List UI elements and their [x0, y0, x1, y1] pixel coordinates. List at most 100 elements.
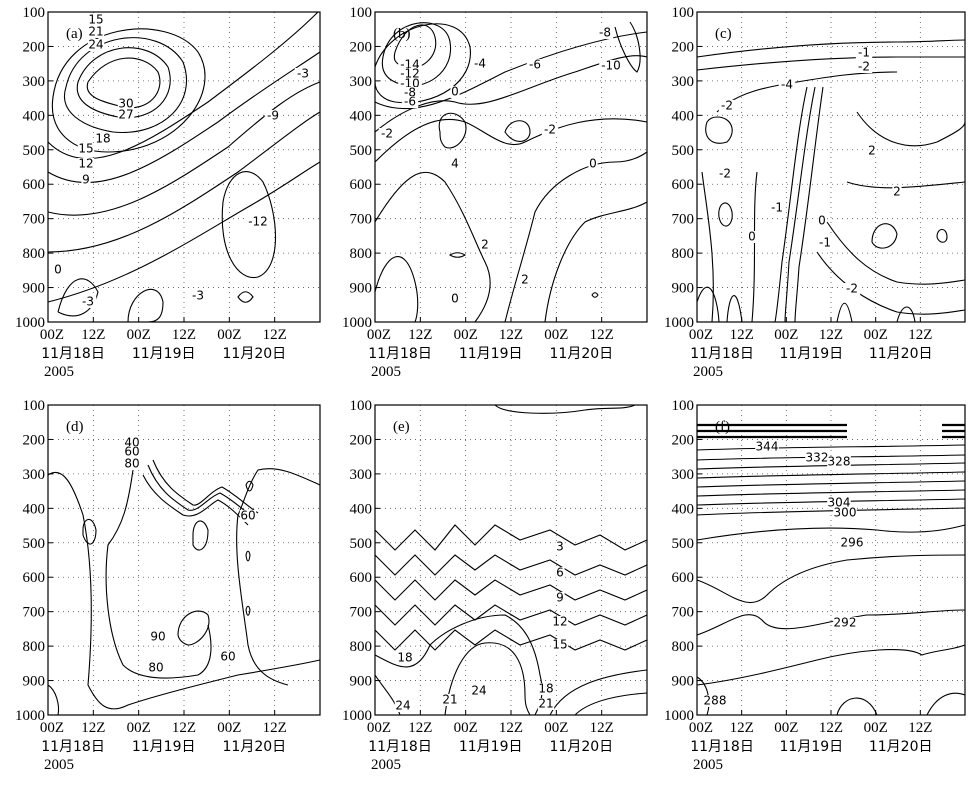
contour-label: 18: [396, 651, 414, 665]
contour-label-bg: [716, 168, 734, 180]
y-tick-label: 700: [350, 212, 373, 228]
contour-label-bg: [87, 26, 105, 38]
contour-label-bg: [555, 541, 565, 553]
contour-label-bg: [470, 685, 488, 697]
contour-label-bg: [264, 110, 282, 122]
contour-line: [47, 81, 321, 216]
y-tick-label: 500: [350, 143, 373, 159]
x-date-label: 11月20日: [550, 739, 614, 755]
contour-label-text: 15: [88, 13, 103, 27]
contour-line: [448, 252, 467, 258]
contour-line: [696, 676, 710, 716]
contour-label: 60: [123, 445, 141, 459]
contour-label-bg: [555, 567, 565, 579]
y-tick-label: 700: [672, 212, 695, 228]
x-date-label: 11月20日: [550, 346, 614, 362]
contour-label: 304: [827, 496, 851, 510]
x-tick-label: 00Z: [127, 720, 151, 736]
contour-label-text: -2: [721, 99, 733, 113]
contour-label-text: -2: [544, 123, 556, 137]
y-tick-label: 400: [350, 501, 373, 517]
contour-label: -2: [541, 123, 559, 137]
y-tick-label: 700: [350, 605, 373, 621]
contour-label-text: 344: [756, 440, 779, 454]
y-tick-label: 1000: [342, 315, 372, 331]
contour-label-text: 304: [828, 496, 851, 510]
x-date-label: 11月18日: [41, 346, 105, 362]
contour-line: [751, 171, 758, 323]
contour-line: [221, 171, 276, 279]
contour-label-text: -8: [404, 86, 416, 100]
contour-label-text: -12: [248, 215, 268, 229]
contour-line: [549, 669, 648, 716]
y-tick-label: 100: [672, 398, 695, 414]
contour-line: [936, 228, 948, 243]
x-tick-label: 12Z: [408, 720, 432, 736]
contour-label-bg: [892, 186, 902, 198]
contour-line: [393, 24, 437, 69]
y-tick-label: 300: [23, 74, 46, 90]
panel-label: (d): [66, 419, 84, 435]
contour-label: 0: [53, 263, 63, 277]
x-tick-label: 00Z: [774, 720, 798, 736]
contour-line: [544, 201, 648, 323]
x-date-label: 11月20日: [223, 346, 287, 362]
x-tick-label: 12Z: [499, 720, 523, 736]
x-tick-label: 12Z: [908, 720, 932, 736]
contour-line: [76, 47, 171, 119]
contour-label-bg: [833, 617, 857, 629]
contour-label-text: -10: [601, 59, 621, 73]
contour-label: 27: [117, 108, 135, 122]
contour-label: 0: [817, 214, 827, 228]
contour-line: [51, 28, 206, 153]
contour-label-bg: [378, 128, 396, 140]
contour-label-bg: [747, 231, 757, 243]
contour-label-text: -3: [192, 289, 204, 303]
y-tick-label: 400: [672, 108, 695, 124]
contour-line: [47, 111, 321, 253]
contour-label-bg: [778, 79, 796, 91]
x-tick-label: 12Z: [730, 720, 754, 736]
contour-line: [374, 524, 648, 551]
contour-line: [374, 554, 648, 576]
contour-label-text: 332: [806, 451, 829, 465]
contour-label-text: -9: [267, 109, 279, 123]
y-tick-label: 700: [23, 212, 46, 228]
hatched-band-f: [697, 423, 965, 439]
y-tick-label: 900: [23, 674, 46, 690]
panel-c: -1-2-4-22-22-100 -1-2 1002003004005006007…: [664, 5, 966, 380]
contour-label: 15: [87, 13, 105, 27]
contour-label: -3: [79, 295, 97, 309]
contour-line: [47, 472, 321, 710]
contour-label-bg: [520, 274, 530, 286]
contour-label-bg: [123, 446, 141, 458]
y-tick-label: 1000: [664, 315, 694, 331]
contour-label-text: 3: [556, 540, 564, 554]
x-date-label: 11月18日: [368, 346, 432, 362]
contour-line: [438, 112, 467, 149]
contour-label-text: 12: [552, 615, 567, 629]
x-tick-label: 00Z: [864, 327, 888, 343]
y-tick-label: 600: [672, 177, 695, 193]
contours-d: [47, 459, 321, 716]
contour-label-text: 18: [397, 651, 412, 665]
x-date-label: 11月20日: [869, 346, 933, 362]
contour-label: 6: [555, 566, 565, 580]
contour-label-text: -3: [82, 295, 94, 309]
contour-label-bg: [401, 96, 419, 108]
contour-line: [856, 111, 966, 147]
contour-label-bg: [450, 293, 460, 305]
contour-label: 2: [892, 185, 902, 199]
contour-line: [374, 604, 648, 626]
contour-line: [705, 116, 733, 144]
contour-line: [245, 605, 251, 616]
y-tick-label: 1000: [15, 708, 45, 724]
contour-label-bg: [703, 695, 727, 707]
contour-line: [105, 469, 212, 679]
contour-line: [696, 471, 966, 479]
y-tick-label: 800: [23, 639, 46, 655]
